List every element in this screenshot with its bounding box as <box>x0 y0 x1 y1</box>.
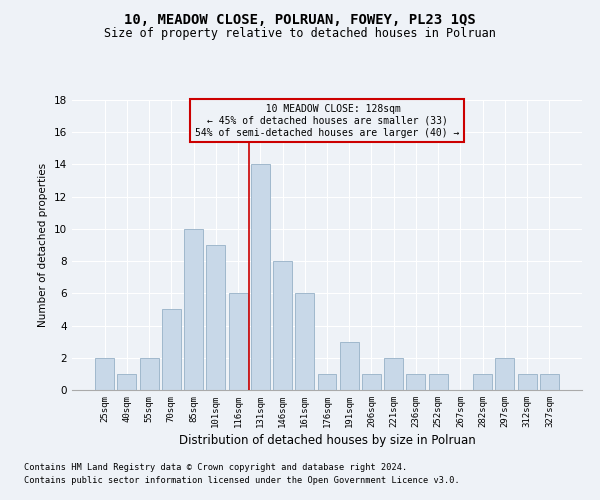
Bar <box>429 374 448 390</box>
Text: 10 MEADOW CLOSE: 128sqm
← 45% of detached houses are smaller (33)
54% of semi-de: 10 MEADOW CLOSE: 128sqm ← 45% of detache… <box>195 104 459 138</box>
Y-axis label: Number of detached properties: Number of detached properties <box>38 163 49 327</box>
Bar <box>317 374 337 390</box>
Bar <box>162 310 181 390</box>
Text: 10, MEADOW CLOSE, POLRUAN, FOWEY, PL23 1QS: 10, MEADOW CLOSE, POLRUAN, FOWEY, PL23 1… <box>124 12 476 26</box>
Text: Contains public sector information licensed under the Open Government Licence v3: Contains public sector information licen… <box>24 476 460 485</box>
Bar <box>518 374 536 390</box>
Bar <box>384 358 403 390</box>
Bar <box>473 374 492 390</box>
Text: Size of property relative to detached houses in Polruan: Size of property relative to detached ho… <box>104 28 496 40</box>
Bar <box>362 374 381 390</box>
Bar <box>206 245 225 390</box>
Bar <box>95 358 114 390</box>
Bar <box>273 261 292 390</box>
Bar <box>229 294 248 390</box>
Bar <box>406 374 425 390</box>
X-axis label: Distribution of detached houses by size in Polruan: Distribution of detached houses by size … <box>179 434 475 447</box>
Bar <box>184 229 203 390</box>
Bar <box>118 374 136 390</box>
Bar <box>140 358 158 390</box>
Bar <box>295 294 314 390</box>
Bar <box>496 358 514 390</box>
Bar <box>540 374 559 390</box>
Bar <box>340 342 359 390</box>
Bar <box>251 164 270 390</box>
Text: Contains HM Land Registry data © Crown copyright and database right 2024.: Contains HM Land Registry data © Crown c… <box>24 464 407 472</box>
